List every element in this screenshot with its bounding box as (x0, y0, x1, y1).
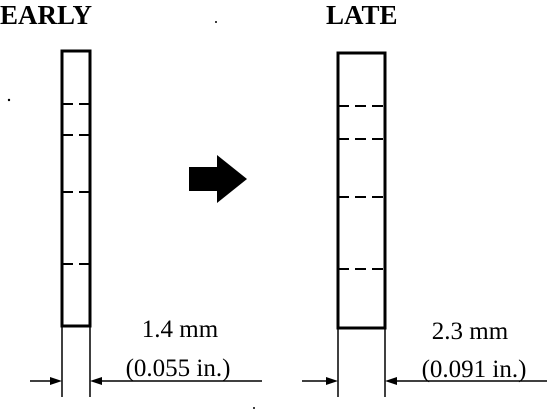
late-panel: LATE 2.3 mm (0.091 in.) (302, 0, 547, 397)
late-title: LATE (326, 0, 398, 30)
dimension-arrow-icon (385, 377, 397, 385)
early-panel: EARLY 1.4 mm (0.055 in.) (0, 0, 262, 397)
scan-speck (215, 21, 217, 23)
scan-speck (7, 98, 11, 102)
late-bar (336, 51, 387, 397)
dimension-arrow-icon (326, 377, 338, 385)
late-bar-outline (336, 51, 387, 330)
late-dimension (302, 377, 547, 385)
late-measurement-in: (0.091 in.) (422, 356, 527, 383)
early-bar (60, 49, 92, 397)
early-title: EARLY (0, 0, 92, 30)
early-dimension (30, 377, 262, 385)
early-measurement-in: (0.055 in.) (126, 355, 231, 382)
late-measurement-mm: 2.3 mm (432, 318, 509, 345)
dimension-arrow-icon (90, 377, 102, 385)
early-measurement-mm: 1.4 mm (142, 316, 219, 343)
right-arrow-icon (189, 155, 247, 203)
early-bar-outline (60, 49, 92, 328)
scan-speck (253, 407, 255, 409)
dimension-arrow-icon (50, 377, 62, 385)
